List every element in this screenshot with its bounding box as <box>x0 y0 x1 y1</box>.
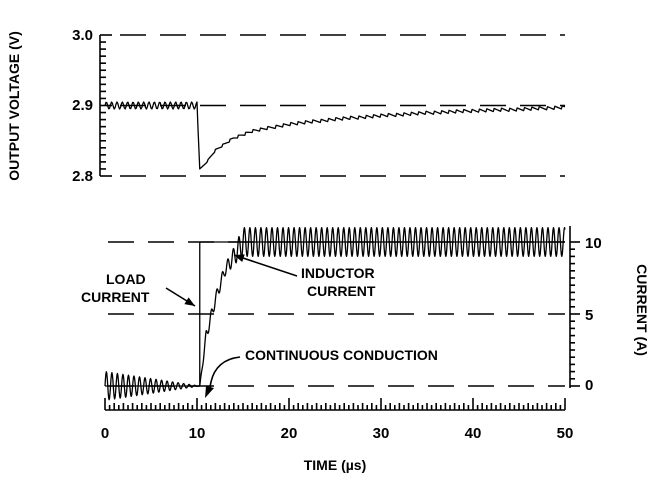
load-current-label-line2: CURRENT <box>81 289 150 305</box>
time-axis-title: TIME (µs) <box>304 457 367 473</box>
current-panel: CURRENT (A) 10 5 0 0 10 20 30 40 50 TIME… <box>81 235 650 473</box>
inductor-current-label-line2: CURRENT <box>307 283 376 299</box>
inductor-current-trace <box>104 226 566 401</box>
inductor-current-label-line1: INDUCTOR <box>301 265 375 281</box>
load-current-arrow-head <box>184 297 195 306</box>
continuous-conduction-arrow-head <box>205 386 214 398</box>
voltage-tick-2.9: 2.9 <box>72 97 93 114</box>
continuous-conduction-arrow-shaft <box>209 356 241 389</box>
voltage-axis-title: OUTPUT VOLTAGE (V) <box>6 31 22 181</box>
inductor-current-arrow-shaft <box>233 254 298 277</box>
load-current-label-line1: LOAD <box>106 271 146 287</box>
time-tick-50: 50 <box>557 425 574 442</box>
voltage-panel: OUTPUT VOLTAGE (V) 3.0 2.9 2.8 <box>6 27 93 185</box>
time-tick-0: 0 <box>101 425 109 442</box>
time-tick-30: 30 <box>373 425 390 442</box>
time-tick-10: 10 <box>189 425 206 442</box>
inductor-current-arrow-head <box>234 254 245 262</box>
voltage-tick-2.8: 2.8 <box>72 168 93 185</box>
voltage-tick-3.0: 3.0 <box>72 27 93 44</box>
continuous-conduction-label: CONTINUOUS CONDUCTION <box>245 347 438 363</box>
current-tick-10: 10 <box>585 235 602 252</box>
current-tick-0: 0 <box>585 377 593 394</box>
time-tick-20: 20 <box>281 425 298 442</box>
current-axis-title: CURRENT (A) <box>634 264 650 356</box>
time-tick-40: 40 <box>465 425 482 442</box>
current-tick-5: 5 <box>585 307 593 324</box>
output-voltage-trace <box>104 101 566 170</box>
